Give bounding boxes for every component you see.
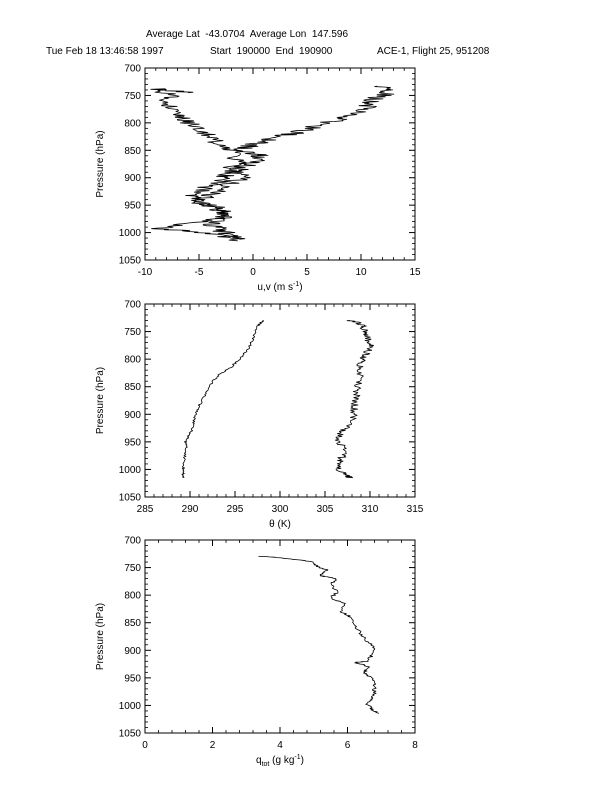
x-tick-label: 0 [250,267,256,278]
y-tick-label: 950 [124,437,141,448]
y-tick-label: 1000 [119,228,142,239]
plot-frame [144,539,416,734]
y-axis-label: Pressure (hPa) [95,603,106,670]
header-flight: ACE-1, Flight 25, 951208 [377,46,490,57]
x-tick-label: 2 [210,740,216,751]
y-tick-label: 700 [124,536,141,547]
series-line-2 [334,320,375,479]
y-tick-label: 800 [124,591,141,602]
x-tick-label: 5 [304,267,310,278]
x-tick-label: 4 [277,740,283,751]
y-axis-label: Pressure (hPa) [95,130,106,197]
y-tick-label: 950 [124,673,141,684]
plot-frame [144,67,416,261]
x-axis-label: θ (K) [269,519,291,530]
x-axis-label: qtot (g kg-1) [256,754,304,768]
x-tick-label: 315 [407,504,424,515]
x-axis-label: u,v (m s-1) [257,281,302,293]
y-tick-label: 800 [124,355,141,366]
x-tick-label: 8 [412,740,418,751]
header-lat-lon: Average Lat -43.0704 Average Lon 147.596 [146,29,349,40]
y-tick-label: 950 [124,201,141,212]
x-label-main: q [256,755,262,766]
y-tick-label: 850 [124,146,141,157]
x-tick-label: -5 [195,267,204,278]
series-line-2 [191,85,395,240]
y-tick-label: 1000 [119,465,142,476]
y-tick-label: 1050 [119,256,142,267]
x-tick-label: 295 [227,504,244,515]
y-tick-label: 750 [124,327,141,338]
x-tick-label: 290 [182,504,199,515]
y-tick-label: 900 [124,410,141,421]
y-tick-label: 1000 [119,701,142,712]
x-tick-label: 305 [317,504,334,515]
series-line-1 [150,88,247,242]
series-line-1 [181,320,264,479]
x-tick-label: 300 [272,504,289,515]
x-label-sup: -1 [294,754,300,761]
y-tick-label: 750 [124,563,141,574]
x-tick-label: 285 [137,504,154,515]
x-label-main: u,v (m s [257,282,293,293]
y-tick-label: 750 [124,91,141,102]
x-tick-label: 310 [362,504,379,515]
x-tick-label: 0 [142,740,148,751]
y-tick-label: 900 [124,173,141,184]
plot-frame [144,303,416,498]
panel-1: 700 750 800 850 900 950 1000 1050-10 -5 0 5 10 15 Pre… [95,64,421,294]
y-tick-label: 900 [124,646,141,657]
header-start-end: Start 190000 End 190900 [210,46,333,57]
y-axis-label: Pressure (hPa) [95,367,106,434]
header-datetime: Tue Feb 18 13:46:58 1997 [46,46,164,57]
x-label-tail: (g kg [269,755,294,766]
x-label-sub: tot [262,761,270,768]
y-tick-label: 850 [124,618,141,629]
x-label-sup: -1 [293,281,299,288]
x-label-main: θ (K) [269,519,291,530]
x-label-tail: ) [299,282,302,293]
x-tick-label: 10 [355,267,367,278]
x-tick-label: 6 [345,740,351,751]
x-tick-label: -10 [138,267,153,278]
series-line-1 [258,556,379,714]
y-tick-label: 800 [124,118,141,129]
y-tick-label: 850 [124,382,141,393]
y-tick-label: 1050 [119,729,142,740]
y-tick-label: 700 [124,300,141,311]
y-tick-label: 700 [124,64,141,75]
x-label-end: ) [301,755,304,766]
x-tick-label: 15 [409,267,421,278]
y-tick-label: 1050 [119,493,142,504]
